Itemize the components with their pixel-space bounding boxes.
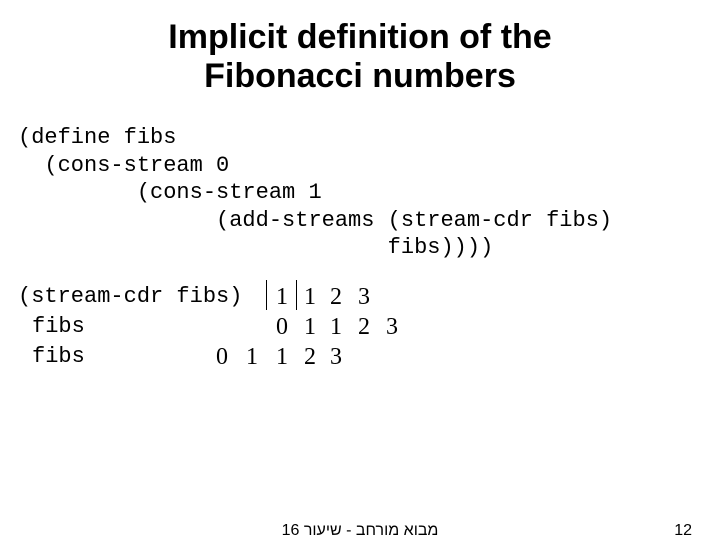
diagram-number: 3 xyxy=(386,314,398,341)
code-line: fibs)))) xyxy=(18,235,493,260)
diagram-number: 1 xyxy=(330,314,342,341)
diagram-row-label: (stream-cdr fibs) xyxy=(18,284,242,309)
footer-text: מבוא מורחב - שיעור 16 xyxy=(282,522,439,540)
diagram-row-label: fibs xyxy=(32,314,85,339)
diagram-number: 2 xyxy=(304,344,316,371)
diagram-number: 1 xyxy=(304,284,316,311)
title-line-1: Implicit definition of the xyxy=(168,18,551,56)
diagram-number: 0 xyxy=(276,314,288,341)
code-line: (cons-stream 0 xyxy=(18,153,229,178)
diagram-number: 1 xyxy=(304,314,316,341)
diagram-row-label: fibs xyxy=(32,344,85,369)
diagram-number: 0 xyxy=(216,344,228,371)
diagram-number: 1 xyxy=(246,344,258,371)
diagram-number: 2 xyxy=(358,314,370,341)
title-line-2: Fibonacci numbers xyxy=(204,57,516,95)
diagram-number: 1 xyxy=(276,284,288,311)
diagram-number: 1 xyxy=(276,344,288,371)
diagram-vline xyxy=(296,280,297,310)
code-line: (define fibs xyxy=(18,125,176,150)
code-block: (define fibs (cons-stream 0 (cons-stream… xyxy=(18,124,720,262)
code-line: (add-streams (stream-cdr fibs) xyxy=(18,208,612,233)
code-line: (cons-stream 1 xyxy=(18,180,322,205)
diagram-number: 3 xyxy=(358,284,370,311)
slide-title: Implicit definition of the Fibonacci num… xyxy=(0,0,720,96)
page-number: 12 xyxy=(674,522,692,540)
diagram-vline xyxy=(266,280,267,310)
diagram-number: 2 xyxy=(330,284,342,311)
diagram-number: 3 xyxy=(330,344,342,371)
